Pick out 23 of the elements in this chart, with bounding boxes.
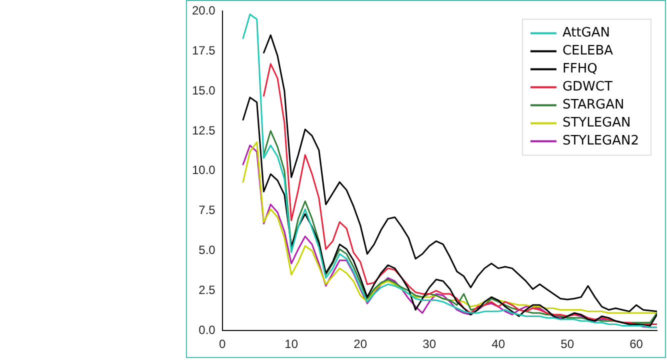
- y-tick-label: 2.5: [198, 282, 216, 297]
- y-tick-label: 17.5: [192, 43, 216, 58]
- x-tick-label: 10: [284, 337, 298, 352]
- y-tick-label: 0.0: [198, 322, 216, 337]
- y-tick-label: 15.0: [192, 83, 216, 98]
- x-tick-label: 20: [354, 337, 368, 352]
- x-tick-label: 30: [422, 337, 436, 352]
- legend-label: STARGAN: [562, 98, 624, 113]
- y-tick-label: 10.0: [192, 163, 216, 178]
- x-tick-label: 50: [560, 337, 574, 352]
- y-tick-label: 5.0: [198, 243, 216, 258]
- y-tick-label: 20.0: [192, 4, 216, 18]
- legend-label: AttGAN: [562, 26, 610, 41]
- x-tick-label: 0: [219, 337, 226, 352]
- legend-label: GDWCT: [562, 80, 612, 95]
- y-tick-label: 7.5: [198, 203, 216, 218]
- legend-label: FFHQ: [562, 62, 598, 77]
- legend-label: STYLEGAN2: [562, 134, 640, 149]
- legend-label: STYLEGAN: [562, 116, 631, 131]
- legend-label: CELEBA: [562, 44, 614, 59]
- x-tick-label: 40: [492, 337, 506, 352]
- y-tick-label: 12.5: [192, 123, 216, 138]
- x-tick-label: 60: [630, 337, 644, 352]
